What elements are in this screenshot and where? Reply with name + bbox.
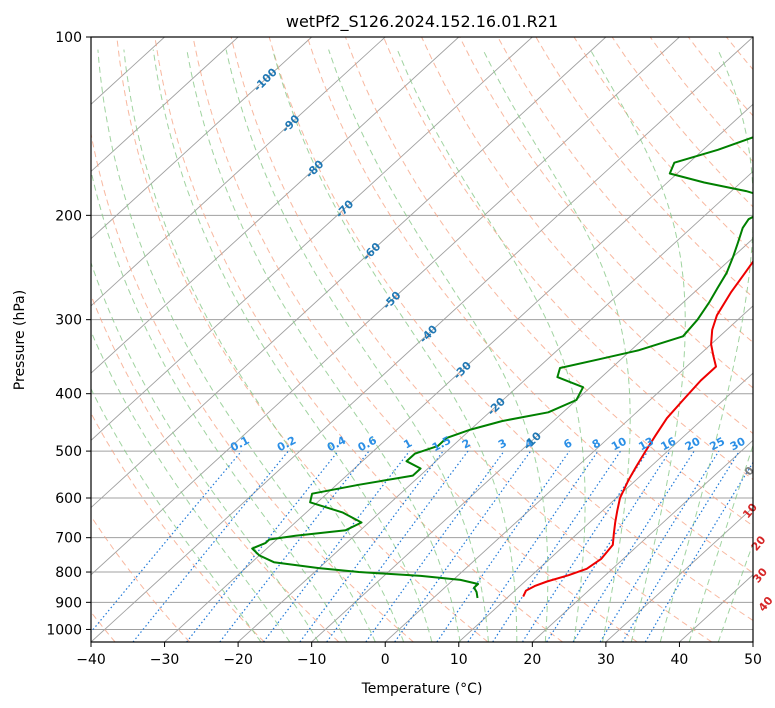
dry-adiabat-line <box>535 37 753 298</box>
mixing-ratio-line <box>132 450 289 642</box>
mixing-ratio-line <box>492 450 622 642</box>
y-tick-label: 400 <box>55 387 82 403</box>
x-tick-label: 0 <box>381 652 390 668</box>
moist-adiabat-line <box>688 443 753 642</box>
mixing-ratio-label: 13 <box>636 435 656 454</box>
dry-adiabat-line <box>230 37 713 642</box>
mixing-ratio-label: 25 <box>707 435 727 454</box>
moist-adiabat-line <box>328 49 549 642</box>
x-tick-label: −20 <box>223 652 253 668</box>
x-tick-label: 10 <box>450 652 468 668</box>
dry-adiabat-line <box>91 412 265 642</box>
moist-adiabat-line <box>717 542 753 642</box>
moist-adiabat-line <box>91 387 262 642</box>
mixing-ratio-line <box>365 450 505 642</box>
mixing-ratio-line <box>91 450 242 633</box>
moist-adiabat-line <box>482 49 631 642</box>
isotherm-line <box>91 37 460 374</box>
dry-adiabat-line <box>116 37 489 642</box>
moist-adiabat-line <box>589 49 686 642</box>
plot-frame <box>90 36 754 643</box>
y-tick-label: 700 <box>55 531 82 547</box>
dry-adiabat-line <box>91 131 414 642</box>
mixing-ratio-line <box>186 450 339 642</box>
mixing-ratio-label: 10 <box>609 435 629 454</box>
y-axis-title: Pressure (hPa) <box>12 290 28 390</box>
mixing-ratio-line <box>326 450 469 642</box>
mixing-ratio-line <box>622 450 740 642</box>
moist-adiabat-line <box>186 49 461 642</box>
mixing-ratio-line <box>599 450 720 642</box>
x-tick-label: −10 <box>297 652 327 668</box>
dry-adiabat-line <box>765 37 775 642</box>
dry-adiabat-line <box>268 37 753 622</box>
y-tick-label: 300 <box>55 313 82 329</box>
moist-adiabat-line <box>97 49 376 642</box>
moist-adiabat-line <box>272 49 518 642</box>
mixing-ratio-line <box>299 450 444 642</box>
isotherm-line <box>91 37 239 173</box>
x-tick-label: −30 <box>150 652 180 668</box>
mixing-ratio-label: 20 <box>683 435 703 454</box>
isotherm-line <box>91 37 312 240</box>
dry-adiabat-line <box>154 37 563 642</box>
isotherm-line <box>532 439 753 642</box>
mixing-ratio-line <box>394 450 532 642</box>
isotherm-line <box>605 506 753 642</box>
mixing-ratio-line <box>546 450 671 642</box>
axis-ticks: −40 −30 −20 −10 0 10 20 30 40 50 100 200 300 400 500 60… <box>46 30 762 668</box>
mixing-ratio-label: 30 <box>728 435 748 454</box>
dry-adiabat-line <box>344 37 753 527</box>
moist-adiabat-line <box>91 261 319 642</box>
x-tick-label: 30 <box>597 652 615 668</box>
dry-adiabat-line <box>91 515 191 642</box>
y-tick-label: 900 <box>55 595 82 611</box>
moist-adiabat-line <box>659 49 753 642</box>
dewpoint-profile-line <box>251 136 753 599</box>
isotherm-line <box>164 103 753 642</box>
isotherm-line <box>91 37 680 576</box>
moist-adiabat-line <box>396 49 586 642</box>
moist-adiabat-label: 40 <box>756 594 775 614</box>
y-tick-label: 1000 <box>46 622 82 638</box>
mixing-ratio-line <box>436 450 570 642</box>
y-tick-label: 600 <box>55 491 82 507</box>
mixing-ratio-line <box>521 450 649 642</box>
x-tick-label: 20 <box>523 652 541 668</box>
y-tick-label: 500 <box>55 444 82 460</box>
mixing-ratio-label: 16 <box>659 435 679 454</box>
background-lines <box>91 37 775 642</box>
chart-title: wetPf2_S126.2024.152.16.01.R21 <box>286 12 558 32</box>
isotherm-line <box>91 37 386 307</box>
moist-adiabat-line <box>123 49 405 642</box>
isotherm-line <box>91 37 607 509</box>
x-tick-label: 40 <box>671 652 689 668</box>
isotherm-line <box>311 238 753 642</box>
isotherm-line <box>237 170 753 642</box>
y-tick-label: 200 <box>55 208 82 224</box>
x-tick-label: −40 <box>76 652 106 668</box>
isotherm-line <box>384 305 753 642</box>
dry-adiabat-line <box>306 37 753 574</box>
x-axis-title: Temperature (°C) <box>361 681 483 697</box>
y-tick-label: 100 <box>55 30 82 46</box>
isotherm-line <box>91 37 753 642</box>
mixing-ratio-line <box>572 450 695 642</box>
isotherm-line <box>91 37 533 441</box>
isotherm-line <box>458 372 753 642</box>
temperature-profile-line <box>522 259 753 598</box>
moist-adiabat-line <box>91 330 291 642</box>
y-tick-label: 800 <box>55 565 82 581</box>
profile-lines <box>251 136 753 599</box>
moist-adiabat-line <box>225 49 489 642</box>
moist-adiabat-line <box>91 168 348 642</box>
mixing-ratio-line <box>263 450 410 642</box>
moist-adiabat-line <box>152 49 433 642</box>
x-tick-label: 50 <box>744 652 762 668</box>
mixing-ratio-line <box>467 450 599 642</box>
